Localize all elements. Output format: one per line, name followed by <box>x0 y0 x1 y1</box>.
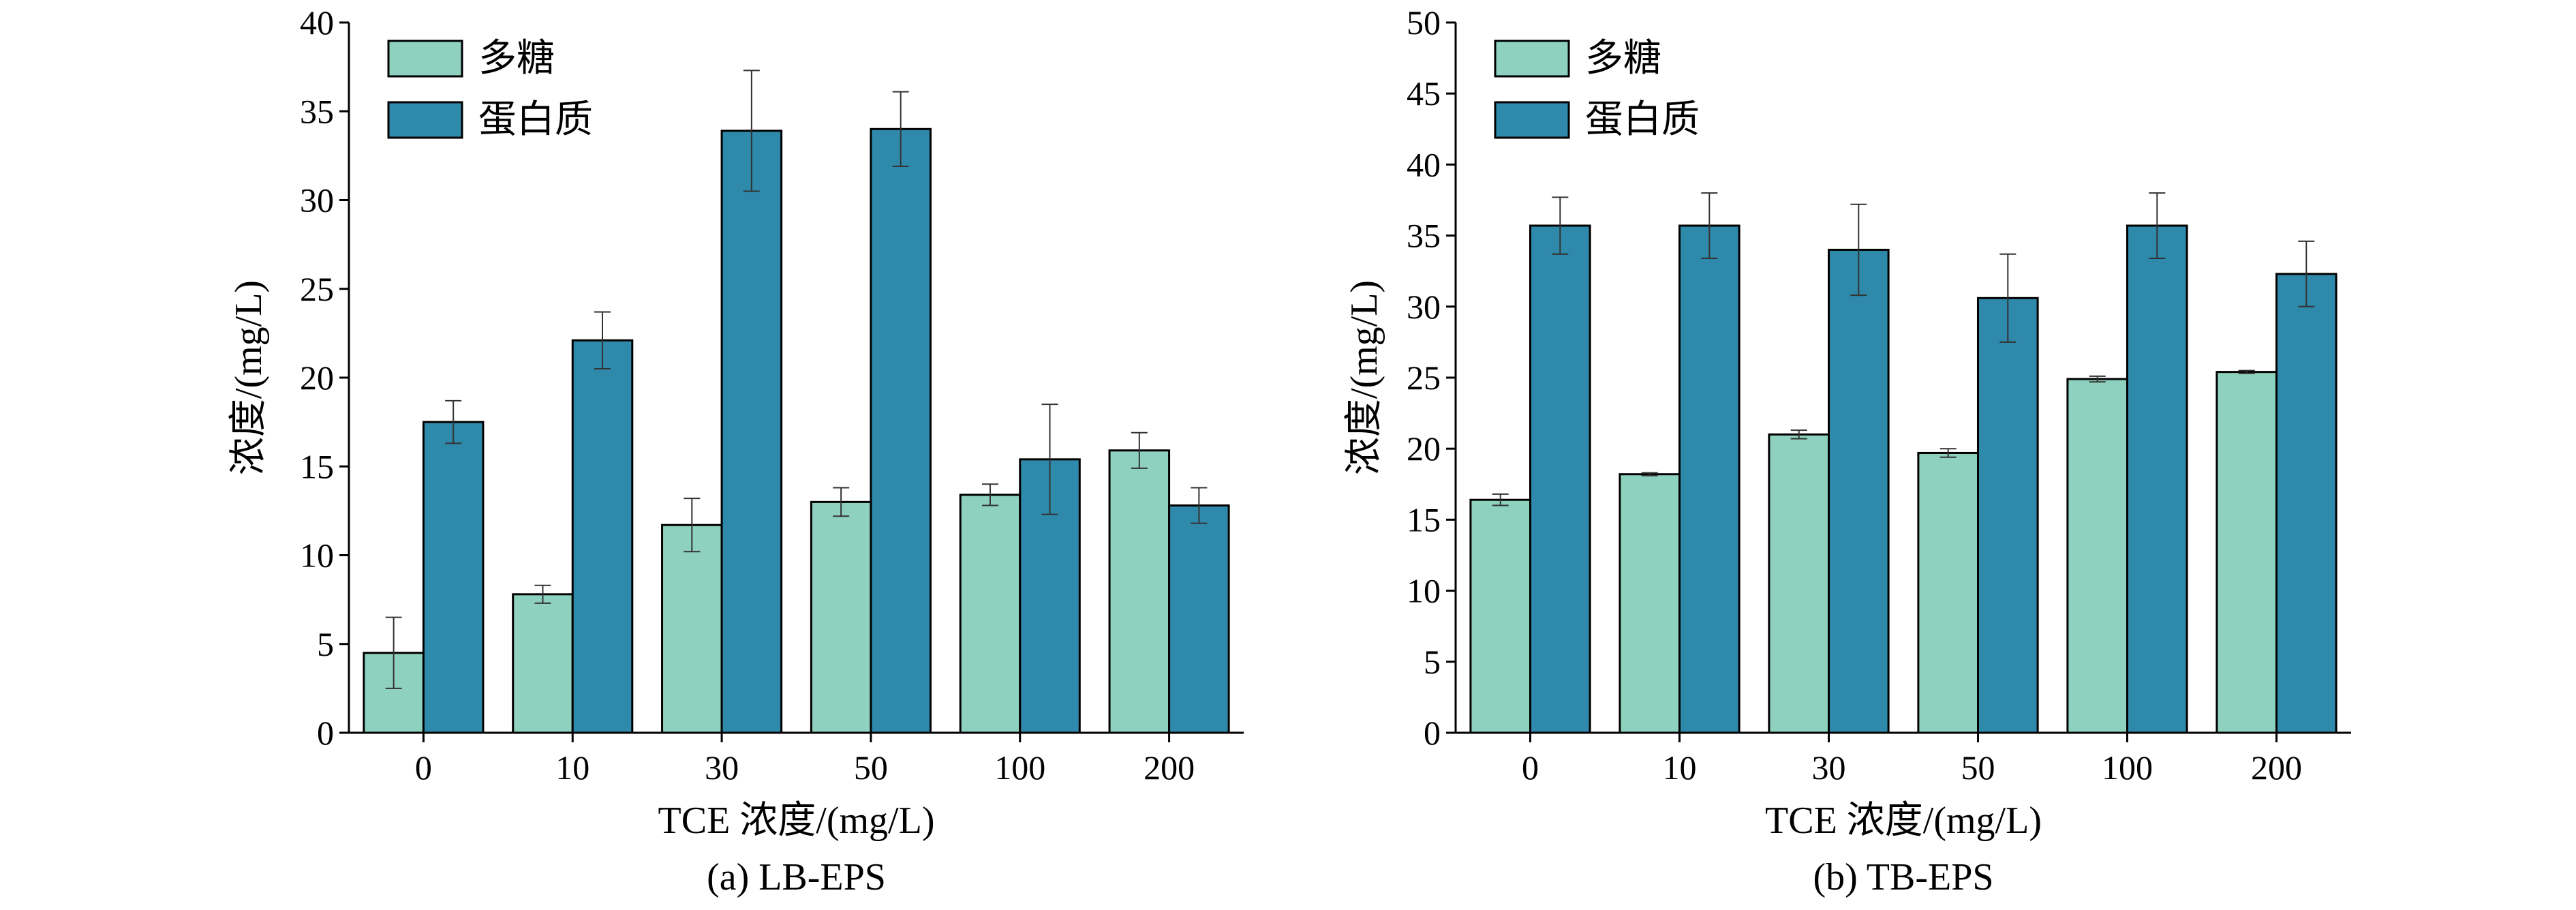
bar-protein-0 <box>422 421 485 734</box>
x-tick-label: 0 <box>1522 748 1539 787</box>
bar-polysaccharide-30 <box>661 524 723 734</box>
bar-protein-30 <box>1828 248 1890 734</box>
panel-caption: (a) LB-EPS <box>707 856 886 898</box>
x-tick-label: 10 <box>1663 748 1697 787</box>
bar-protein-10 <box>1678 224 1741 734</box>
legend-label-polysaccharide: 多糖 <box>478 37 555 80</box>
bar-polysaccharide-10 <box>1619 473 1681 734</box>
bar-protein-200 <box>2275 273 2337 734</box>
y-tick-label: 5 <box>1424 643 1441 681</box>
legend-swatch-protein <box>1494 101 1570 139</box>
legend-swatch-polysaccharide <box>387 40 463 78</box>
bar-polysaccharide-50 <box>1917 451 1979 734</box>
panel-tb-eps: 0 5 10 15 20 25 30 35 40 45 50 0 10 30 50 100 200 TCE 浓度/… <box>1343 3 2351 898</box>
y-tick-label: 15 <box>300 447 334 485</box>
bar-protein-200 <box>1168 504 1230 734</box>
bar-polysaccharide-200 <box>2215 371 2278 734</box>
x-tick-label: 50 <box>854 748 888 787</box>
legend-label-protein: 蛋白质 <box>478 99 593 141</box>
y-tick-label: 20 <box>300 359 334 397</box>
legend-label-protein: 蛋白质 <box>1585 99 1700 141</box>
y-tick-label: 35 <box>300 92 334 130</box>
bar-polysaccharide-10 <box>512 593 574 734</box>
bar-protein-30 <box>720 130 783 734</box>
y-tick-label: 25 <box>300 270 334 308</box>
bar-protein-50 <box>1977 297 2039 734</box>
bar-protein-0 <box>1529 224 1591 734</box>
y-tick-label: 0 <box>1424 714 1441 752</box>
x-axis-label: TCE 浓度/(mg/L) <box>1765 800 2042 842</box>
bar-polysaccharide-30 <box>1768 433 1830 734</box>
x-tick-label: 100 <box>2102 748 2153 787</box>
y-tick-label: 25 <box>1407 359 1441 397</box>
x-tick-label: 200 <box>2251 748 2302 787</box>
legend-label-polysaccharide: 多糖 <box>1585 37 1661 80</box>
y-axis-label: 浓度/(mg/L) <box>228 280 270 475</box>
y-tick-label: 40 <box>300 3 334 42</box>
y-tick-label: 40 <box>1407 145 1441 183</box>
panel-caption: (b) TB-EPS <box>1813 856 1994 898</box>
y-tick-label: 45 <box>1407 74 1441 112</box>
x-tick-label: 200 <box>1144 748 1195 787</box>
x-axis-label: TCE 浓度/(mg/L) <box>658 800 935 842</box>
bar-polysaccharide-100 <box>2066 378 2128 734</box>
y-tick-label: 50 <box>1407 3 1441 42</box>
legend-swatch-protein <box>387 101 463 139</box>
y-tick-label: 0 <box>317 714 334 752</box>
y-tick-label: 10 <box>1407 572 1441 610</box>
panel-lb-eps: 0 5 10 15 20 25 30 35 40 0 10 30 50 100 200 TCE 浓度/(mg/… <box>228 3 1244 898</box>
bar-protein-50 <box>870 127 932 734</box>
x-tick-label: 100 <box>994 748 1045 787</box>
y-tick-label: 20 <box>1407 429 1441 468</box>
y-tick-label: 10 <box>300 536 334 575</box>
bar-polysaccharide-100 <box>959 494 1022 734</box>
x-tick-label: 30 <box>1812 748 1846 787</box>
y-tick-label: 15 <box>1407 500 1441 539</box>
bar-protein-100 <box>2126 224 2188 734</box>
y-axis-label: 浓度/(mg/L) <box>1343 280 1385 475</box>
x-tick-label: 50 <box>1961 748 1995 787</box>
x-tick-label: 30 <box>705 748 739 787</box>
bar-protein-10 <box>571 339 634 734</box>
y-tick-label: 30 <box>300 181 334 219</box>
bar-polysaccharide-50 <box>810 500 872 734</box>
y-tick-label: 35 <box>1407 217 1441 255</box>
y-tick-label: 30 <box>1407 288 1441 326</box>
x-tick-label: 0 <box>415 748 432 787</box>
x-tick-label: 10 <box>555 748 589 787</box>
y-tick-label: 5 <box>317 625 334 663</box>
bar-polysaccharide-0 <box>1469 498 1531 734</box>
bar-polysaccharide-200 <box>1108 449 1171 734</box>
legend-swatch-polysaccharide <box>1494 40 1570 78</box>
